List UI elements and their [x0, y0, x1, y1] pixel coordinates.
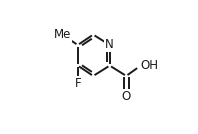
- Text: O: O: [122, 90, 131, 103]
- Text: Me: Me: [54, 28, 71, 41]
- Text: OH: OH: [141, 59, 159, 72]
- Text: N: N: [105, 38, 114, 51]
- Text: F: F: [74, 77, 81, 90]
